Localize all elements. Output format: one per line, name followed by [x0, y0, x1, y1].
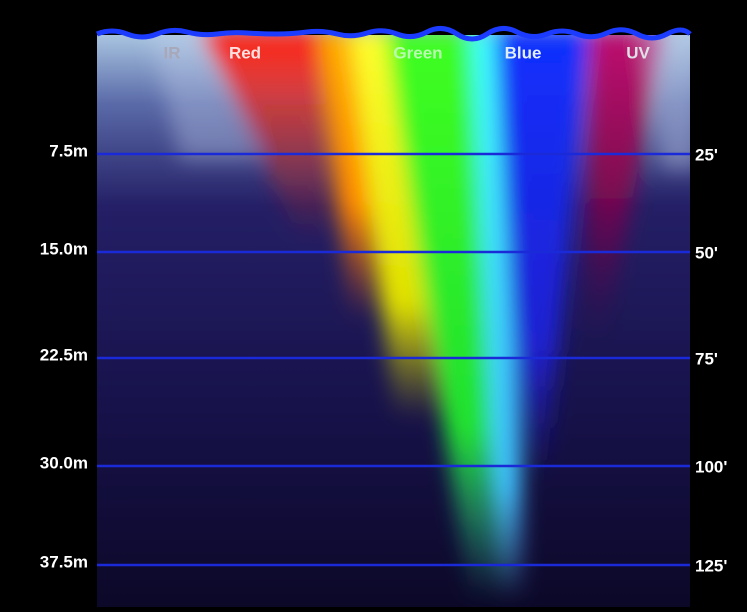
light-penetration-diagram: IR Red Green Blue UV 7.5m 15.0m 22.5m 30…	[0, 0, 747, 612]
depth-label-ft: 100'	[695, 457, 727, 476]
depth-label-ft: 50'	[695, 243, 718, 262]
depth-label-m: 37.5m	[40, 552, 88, 571]
spectrum-label: UV	[626, 43, 650, 62]
depth-label-m: 7.5m	[49, 141, 88, 160]
spectrum-label: Red	[229, 43, 261, 62]
depth-label-m: 30.0m	[40, 453, 88, 472]
depth-label-ft: 75'	[695, 349, 718, 368]
depth-label-ft: 25'	[695, 145, 718, 164]
depth-label-m: 22.5m	[40, 345, 88, 364]
spectrum-label: Green	[393, 43, 442, 62]
spectrum-label: IR	[164, 43, 181, 62]
spectrum-label: Blue	[505, 43, 542, 62]
depth-label-ft: 125'	[695, 556, 727, 575]
depth-label-m: 15.0m	[40, 239, 88, 258]
